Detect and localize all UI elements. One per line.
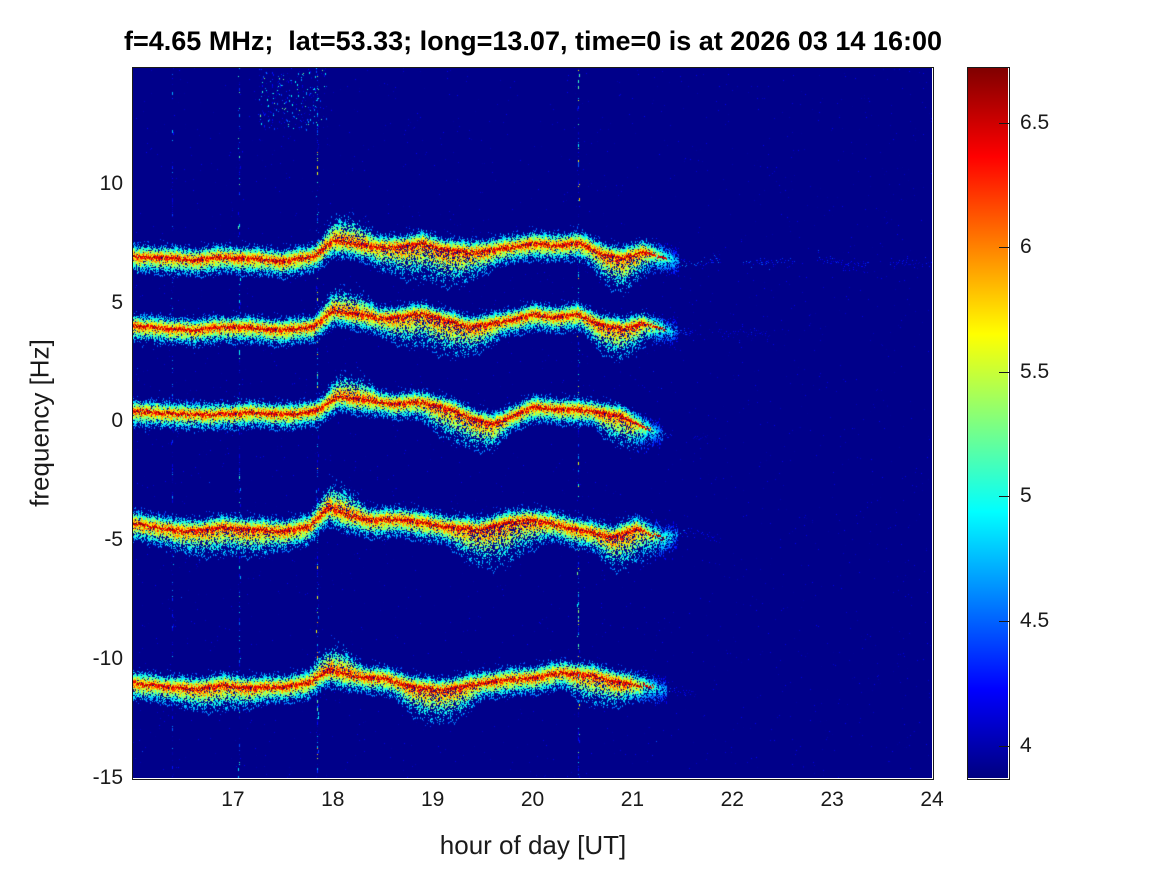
- x-tick-label: 17: [221, 788, 245, 811]
- y-tick-label: 5: [111, 290, 123, 314]
- x-axis-label: hour of day [UT]: [439, 830, 627, 860]
- x-tick-label: 23: [820, 788, 844, 811]
- colorbar-tick-label: 6: [1020, 235, 1032, 259]
- x-tick-label: 20: [520, 788, 545, 811]
- spectrogram-canvas: [133, 68, 932, 778]
- y-tick-label: -10: [92, 647, 123, 671]
- colorbar-tick-mark: [999, 371, 1009, 373]
- y-tick-label: -5: [104, 528, 123, 552]
- colorbar-tick-mark: [999, 745, 1009, 747]
- x-tick-label: 18: [321, 788, 345, 811]
- y-tick-label: -15: [92, 766, 123, 789]
- x-tick-label: 22: [720, 788, 744, 811]
- x-tick-label: 19: [420, 788, 445, 811]
- colorbar-tick-mark: [999, 621, 1009, 623]
- colorbar-tick-label: 5.5: [1020, 359, 1050, 383]
- colorbar-tick-label: 6.5: [1020, 110, 1050, 134]
- y-axis-label: frequency [Hz]: [24, 339, 55, 507]
- y-tick-label: 10: [99, 171, 123, 195]
- colorbar-tick-mark: [999, 496, 1009, 498]
- colorbar-tick-label: 4: [1020, 733, 1032, 757]
- colorbar-tick-label: 4.5: [1020, 609, 1050, 633]
- plot-title: f=4.65 MHz; lat=53.33; long=13.07, time=…: [124, 26, 942, 56]
- colorbar: [968, 68, 1008, 778]
- colorbar-tick-mark: [999, 122, 1009, 124]
- x-tick-label: 24: [920, 788, 944, 811]
- y-tick-label: 0: [111, 409, 123, 433]
- x-tick-label: 21: [620, 788, 645, 811]
- colorbar-tick-label: 5: [1020, 484, 1032, 508]
- colorbar-tick-mark: [999, 247, 1009, 249]
